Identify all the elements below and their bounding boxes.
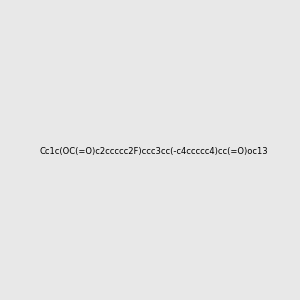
Text: Cc1c(OC(=O)c2ccccc2F)ccc3cc(-c4ccccc4)cc(=O)oc13: Cc1c(OC(=O)c2ccccc2F)ccc3cc(-c4ccccc4)cc… xyxy=(39,147,268,156)
